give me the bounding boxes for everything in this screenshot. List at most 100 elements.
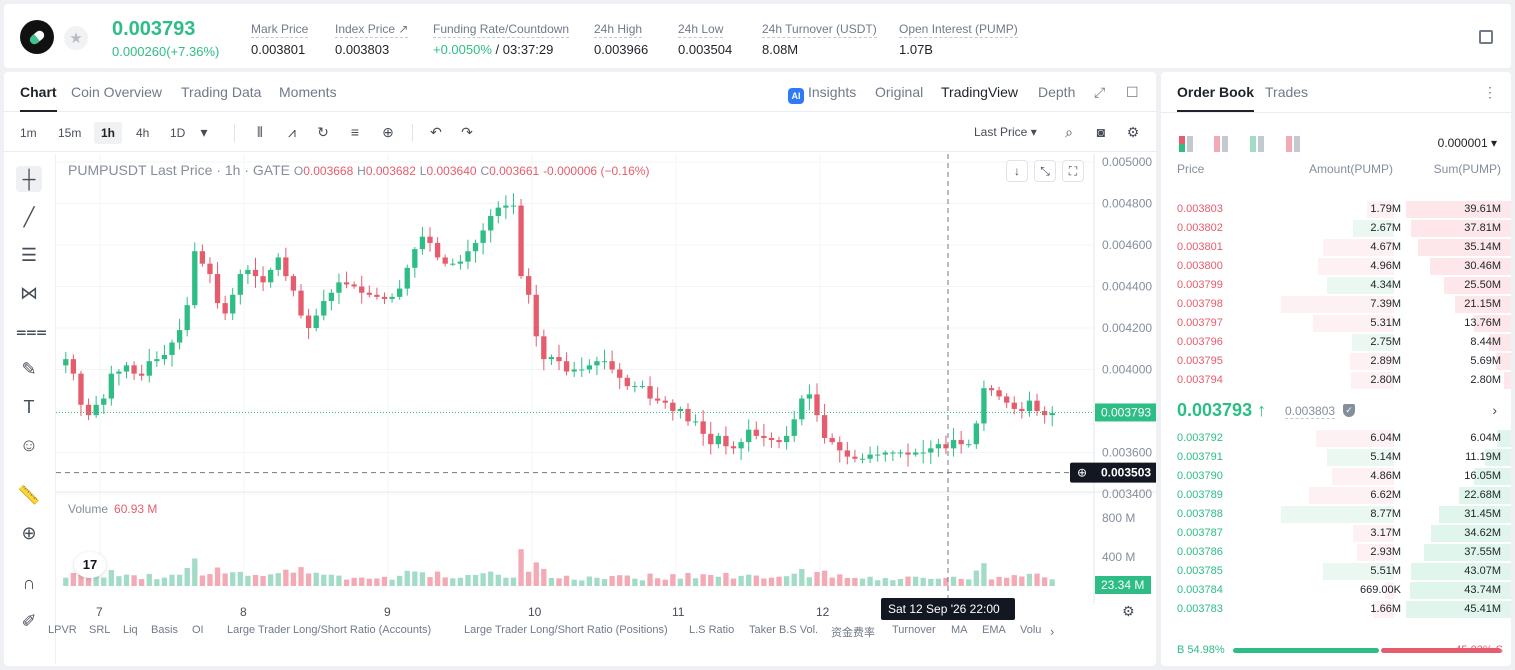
indicator-lpvr[interactable]: LPVR	[48, 624, 77, 636]
chevron-right-icon[interactable]: ›	[1492, 402, 1497, 418]
search-icon[interactable]: ⌕	[1065, 124, 1073, 140]
volume-bar	[192, 558, 198, 586]
view-tradingview[interactable]: TradingView	[941, 84, 1019, 100]
bid-row[interactable]: 0.003791 5.14M 11.19M	[1161, 448, 1511, 467]
stat-open-interest[interactable]: Open Interest (PUMP) 1.07B	[899, 21, 1018, 57]
timeframe-1h[interactable]: 1h	[94, 122, 123, 144]
pencil-lock-icon[interactable]: ✐	[21, 611, 37, 631]
ask-row[interactable]: 0.003800 4.96M 30.46M	[1161, 257, 1511, 276]
tab-trading-data[interactable]: Trading Data	[181, 84, 262, 100]
pattern-icon[interactable]: ⋈	[20, 283, 38, 303]
order-price: 0.003786	[1177, 546, 1223, 558]
bid-row[interactable]: 0.003785 5.51M 43.07M	[1161, 562, 1511, 581]
price-type-select[interactable]: Last Price ▾	[974, 125, 1037, 139]
view-depth-icon[interactable]	[1286, 136, 1302, 152]
collapse-icon[interactable]: ⤡	[1034, 160, 1056, 182]
tab-trades[interactable]: Trades	[1265, 84, 1309, 100]
bid-row[interactable]: 0.003792 6.04M 6.04M	[1161, 429, 1511, 448]
volume-bar	[700, 574, 706, 586]
tab-chart[interactable]: Chart	[20, 84, 57, 112]
more-icon[interactable]: ⋮	[1483, 84, 1497, 100]
favorite-star-icon[interactable]: ★	[64, 26, 88, 50]
indicator-taker-vol[interactable]: Taker B.S Vol.	[749, 624, 819, 636]
horizontal-lines-icon[interactable]: ☰	[20, 245, 38, 265]
indicator-ma[interactable]: MA	[951, 624, 968, 636]
refresh-icon[interactable]: ↻	[317, 124, 329, 140]
view-asks-icon[interactable]	[1214, 136, 1230, 152]
tab-coin-overview[interactable]: Coin Overview	[71, 84, 163, 100]
candle-type-icon[interactable]: ⫴	[257, 124, 263, 140]
bid-row[interactable]: 0.003790 4.86M 16.05M	[1161, 467, 1511, 486]
indicator-large-trader-accounts[interactable]: Large Trader Long/Short Ratio (Accounts)	[227, 624, 432, 636]
ask-row[interactable]: 0.003796 2.75M 8.44M	[1161, 333, 1511, 352]
trendline-icon[interactable]: ╱	[23, 207, 35, 227]
window-icon[interactable]: ☐	[1126, 84, 1139, 100]
indicator-large-trader-positions[interactable]: Large Trader Long/Short Ratio (Positions…	[464, 624, 668, 636]
bid-row[interactable]: 0.003788 8.77M 31.45M	[1161, 505, 1511, 524]
candle-body	[328, 292, 335, 302]
gear-icon[interactable]: ⚙	[1126, 124, 1140, 140]
tab-moments[interactable]: Moments	[279, 84, 337, 100]
redo-icon[interactable]: ↷	[461, 124, 473, 140]
bid-row[interactable]: 0.003783 1.66M 45.41M	[1161, 600, 1511, 619]
arrow-down-icon[interactable]: ↓	[1006, 160, 1028, 182]
book-icon[interactable]	[1479, 30, 1493, 44]
view-bids-icon[interactable]	[1250, 136, 1266, 152]
indicator-basis[interactable]: Basis	[151, 624, 178, 636]
bid-row[interactable]: 0.003787 3.17M 34.62M	[1161, 524, 1511, 543]
ask-row[interactable]: 0.003799 4.34M 25.50M	[1161, 276, 1511, 295]
ask-row[interactable]: 0.003795 2.89M 5.69M	[1161, 352, 1511, 371]
price-chart[interactable]: 0.005000 0.004800 0.004600 0.004400 0.004200…	[56, 154, 1156, 624]
emoji-icon[interactable]: ☺	[19, 435, 39, 455]
undo-icon[interactable]: ↶	[430, 124, 442, 140]
precision-select[interactable]: 0.000001 ▾	[1437, 136, 1497, 150]
expand-icon[interactable]: ⤢	[1094, 84, 1106, 100]
volume-bar	[601, 579, 608, 586]
templates-icon[interactable]: ≡	[350, 124, 360, 140]
indicator-turnover[interactable]: Turnover	[892, 624, 936, 636]
indicator-srl[interactable]: SRL	[89, 624, 111, 636]
indicator-liq[interactable]: Liq	[123, 624, 138, 636]
stat-funding-rate[interactable]: Funding Rate/Countdown +0.0050% / 03:37:…	[433, 21, 570, 57]
camera-icon[interactable]: ◙	[1096, 124, 1106, 140]
ask-row[interactable]: 0.003798 7.39M 21.15M	[1161, 295, 1511, 314]
view-original[interactable]: Original	[875, 84, 924, 100]
bid-row[interactable]: 0.003786 2.93M 37.55M	[1161, 543, 1511, 562]
text-icon[interactable]: T	[23, 397, 35, 417]
insights-button[interactable]: AI Insights	[788, 84, 856, 104]
add-alert-icon[interactable]: ⊕	[382, 124, 394, 140]
indicator-ls-ratio[interactable]: L.S Ratio	[689, 624, 735, 636]
view-depth[interactable]: Depth	[1038, 84, 1076, 100]
indicator-ema[interactable]: EMA	[982, 624, 1006, 636]
timeframe-dropdown-icon[interactable]: ▾	[200, 124, 208, 140]
stat-mark-price[interactable]: Mark Price 0.003801	[251, 21, 309, 57]
timeframe-15m[interactable]: 15m	[58, 126, 82, 140]
tab-order-book[interactable]: Order Book	[1177, 84, 1255, 112]
ask-row[interactable]: 0.003802 2.67M 37.81M	[1161, 219, 1511, 238]
brush-icon[interactable]: ✎	[21, 359, 37, 379]
timeframe-1m[interactable]: 1m	[20, 126, 37, 140]
magnet-icon[interactable]: ∩	[22, 573, 36, 593]
fib-icon[interactable]: ⩶	[16, 321, 47, 341]
bid-row[interactable]: 0.003789 6.62M 22.68M	[1161, 486, 1511, 505]
stat-index-price[interactable]: Index Price ↗ 0.003803	[335, 21, 409, 57]
candle-body	[230, 294, 236, 314]
ruler-icon[interactable]: 📏	[17, 485, 41, 505]
ask-row[interactable]: 0.003801 4.67M 35.14M	[1161, 238, 1511, 257]
view-both-icon[interactable]	[1179, 136, 1195, 152]
ask-row[interactable]: 0.003797 5.31M 13.76M	[1161, 314, 1511, 333]
fullscreen-icon[interactable]: ⛶	[1062, 160, 1084, 182]
ask-row[interactable]: 0.003794 2.80M 2.80M	[1161, 371, 1511, 390]
indicator-oi[interactable]: OI	[192, 624, 204, 636]
indicator-volume[interactable]: Volu	[1020, 624, 1042, 636]
crosshair-icon[interactable]: ┼	[16, 166, 42, 192]
zoom-in-icon[interactable]: ⊕	[21, 523, 37, 543]
indicator-funding-rate[interactable]: 资金费率	[831, 627, 875, 639]
chevron-right-icon[interactable]: ›	[1050, 624, 1055, 639]
timeframe-1d[interactable]: 1D	[170, 126, 186, 140]
tradingview-logo[interactable]: 17	[74, 552, 106, 578]
ask-row[interactable]: 0.003803 1.79M 39.61M	[1161, 200, 1511, 219]
timeframe-4h[interactable]: 4h	[136, 126, 150, 140]
indicators-icon[interactable]: ⩘	[288, 124, 296, 140]
bid-row[interactable]: 0.003784 669.00K 43.74M	[1161, 581, 1511, 600]
